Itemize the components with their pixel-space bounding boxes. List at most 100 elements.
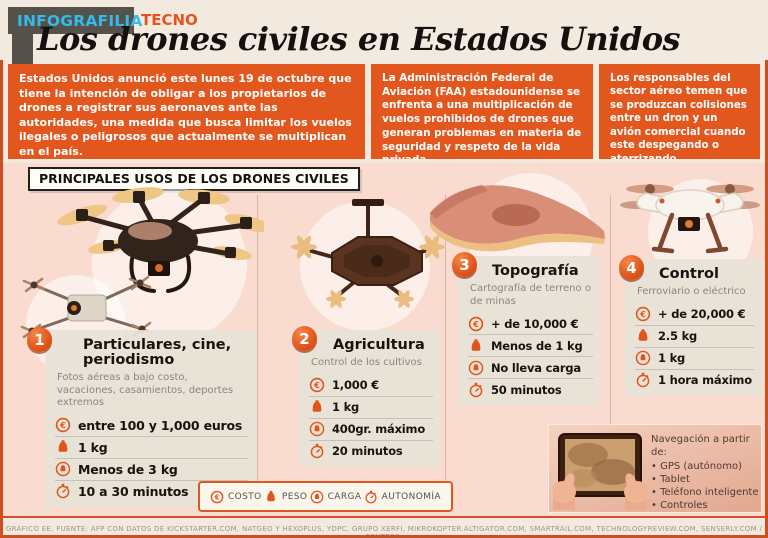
page-title: Los drones civiles en Estados Unidos xyxy=(37,20,681,58)
fixed-wing-drone-illustration xyxy=(430,185,605,252)
spec-value: 10 a 30 minutos xyxy=(78,483,189,499)
cost-icon xyxy=(309,377,325,393)
quadcopter-drone-illustration xyxy=(620,184,760,254)
autonomy-icon xyxy=(364,490,378,504)
spec-value: 1 kg xyxy=(78,439,108,455)
legend-item-costo: COSTO xyxy=(210,490,262,504)
cost-icon xyxy=(635,306,651,322)
spec-value: 1 kg xyxy=(332,400,360,415)
category-title: Particulares, cine, periodismo xyxy=(83,337,232,369)
column-divider xyxy=(445,195,446,510)
spec-row: 1 hora máximo xyxy=(635,368,754,391)
main-section: PRINCIPALES USOS DE LOS DRONES CIVILES xyxy=(0,163,768,518)
autonomy-icon xyxy=(635,372,651,388)
cost-icon xyxy=(55,417,71,433)
spec-row: entre 100 y 1,000 euros xyxy=(55,415,248,436)
hexacopter-drone-illustration xyxy=(57,187,264,293)
navigation-item: Controles xyxy=(651,499,759,512)
spec-value: entre 100 y 1,000 euros xyxy=(78,417,243,433)
column-divider xyxy=(257,195,258,510)
spec-row: 2.5 kg xyxy=(635,324,754,347)
category-title: Agricultura xyxy=(333,337,425,353)
brand-logo: INFOGRAFILIA xyxy=(17,11,143,30)
payload-icon xyxy=(635,350,651,366)
category-card-particulares: Particulares, cine, periodismo Fotos aér… xyxy=(45,330,256,507)
credits-line: GRÁFICO EE. FUENTE: AFP CON DATOS DE KIC… xyxy=(5,525,763,538)
spec-row: Menos de 3 kg xyxy=(55,457,248,480)
navigation-text: Navegación a partir de: GPS (autónomo) T… xyxy=(651,433,759,513)
legend-label: AUTONOMÍA xyxy=(381,491,441,502)
legend-bar: COSTO PESO CARGA AUTONOMÍA xyxy=(198,481,453,512)
brand-banner: INFOGRAFILIA xyxy=(8,7,142,34)
legend-item-peso: PESO xyxy=(264,490,308,504)
navigation-panel: Navegación a partir de: GPS (autónomo) T… xyxy=(548,424,762,513)
spec-row: 50 minutos xyxy=(468,378,593,400)
payload-icon xyxy=(310,490,324,504)
legend-label: PESO xyxy=(281,491,308,502)
agriculture-drone-illustration xyxy=(291,199,445,308)
weight-icon xyxy=(264,490,278,504)
weight-icon xyxy=(55,439,71,455)
category-number-badge: 4 xyxy=(619,255,644,280)
intro-box-faa: La Administración Federal de Aviación (F… xyxy=(371,64,593,159)
spec-value: 20 minutos xyxy=(332,444,403,459)
category-title: Topografía xyxy=(492,263,579,279)
weight-icon xyxy=(635,328,651,344)
cost-icon xyxy=(468,316,484,332)
spec-row: Menos de 1 kg xyxy=(468,334,593,356)
navigation-item: GPS (autónomo) xyxy=(651,460,759,473)
spec-value: 2.5 kg xyxy=(658,329,698,344)
category-number-badge: 1 xyxy=(27,327,52,352)
autonomy-icon xyxy=(309,443,325,459)
spec-value: + de 10,000 € xyxy=(491,316,579,331)
spec-row: 1 kg xyxy=(309,395,433,418)
spec-value: 1,000 € xyxy=(332,378,379,393)
spec-value: Menos de 1 kg xyxy=(491,338,583,353)
spec-row: + de 10,000 € xyxy=(468,313,593,334)
spec-row: 400gr. máximo xyxy=(309,417,433,440)
weight-icon xyxy=(468,338,484,354)
spec-row: 1 kg xyxy=(635,346,754,369)
autonomy-icon xyxy=(55,483,71,499)
intro-box-registration: Estados Unidos anunció este lunes 19 de … xyxy=(8,64,365,159)
category-card-topografia: Topografía Cartografía de terreno o de m… xyxy=(458,256,601,406)
spec-row: 1 kg xyxy=(55,435,248,458)
spec-row: 1,000 € xyxy=(309,375,433,396)
payload-icon xyxy=(55,461,71,477)
spec-value: 50 minutos xyxy=(491,382,562,397)
section-title: PRINCIPALES USOS DE LOS DRONES CIVILES xyxy=(28,167,360,191)
legend-label: COSTO xyxy=(228,491,262,502)
legend-item-carga: CARGA xyxy=(310,490,362,504)
spec-value: + de 20,000 € xyxy=(658,307,746,322)
channel-label: TECNO xyxy=(141,11,198,29)
tablet-hands-illustration xyxy=(553,433,647,510)
category-description: Cartografía de terreno o de minas xyxy=(470,283,591,307)
category-card-agricultura: Agricultura Control de los cultivos 1,00… xyxy=(299,330,441,467)
spec-value: Menos de 3 kg xyxy=(78,461,178,477)
cost-icon xyxy=(210,490,224,504)
category-description: Control de los cultivos xyxy=(311,357,422,369)
weight-icon xyxy=(309,399,325,415)
payload-icon xyxy=(309,421,325,437)
category-card-control: Control Ferroviario o eléctrico + de 20,… xyxy=(625,259,762,396)
intro-box-collisions: Los responsables del sector aéreo temen … xyxy=(599,64,760,159)
category-description: Fotos aéreas a bajo costo, vacaciones, c… xyxy=(57,372,234,409)
spec-value: 1 hora máximo xyxy=(658,373,752,388)
category-title: Control xyxy=(659,266,719,282)
category-number-badge: 3 xyxy=(452,252,477,277)
spec-row: 20 minutos xyxy=(309,439,433,462)
column-divider xyxy=(610,195,611,510)
category-description: Ferroviario o eléctrico xyxy=(637,286,746,298)
navigation-item: Teléfono inteligente xyxy=(651,486,759,499)
payload-icon xyxy=(468,360,484,376)
navigation-intro: Navegación a partir de: xyxy=(651,434,750,459)
spec-value: 1 kg xyxy=(658,351,686,366)
navigation-item: Tablet xyxy=(651,473,759,486)
spec-row: No lleva carga xyxy=(468,356,593,378)
autonomy-icon xyxy=(468,382,484,398)
spec-row: 10 a 30 minutos xyxy=(55,479,248,502)
legend-item-autonomia: AUTONOMÍA xyxy=(364,490,441,504)
spec-value: 400gr. máximo xyxy=(332,422,426,437)
category-number-badge: 2 xyxy=(292,326,317,351)
